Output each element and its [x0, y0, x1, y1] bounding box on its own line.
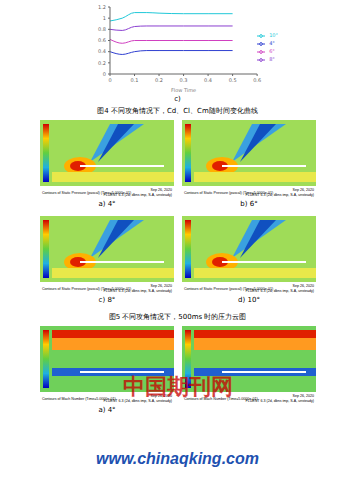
html-text:4°: 4°: [269, 40, 275, 47]
svg-text:0.1: 0.1: [131, 77, 139, 83]
html-text:c) 8°: c) 8°: [98, 296, 116, 304]
html-text:图5 不同攻角情况下，500ms 时的压力云图: 图5 不同攻角情况下，500ms 时的压力云图: [108, 313, 247, 321]
html-text:c): c): [174, 95, 181, 103]
svg-text:0.3: 0.3: [180, 77, 188, 83]
svg-text:0.6: 0.6: [253, 77, 261, 83]
svg-text:0.5: 0.5: [229, 77, 237, 83]
svg-text:Flow Time: Flow Time: [171, 87, 196, 93]
svg-text:Sep 26, 2020: Sep 26, 2020: [293, 394, 314, 398]
html-text:a) 4°: a) 4°: [98, 406, 116, 414]
svg-text:0.2: 0.2: [98, 60, 106, 66]
svg-text:Sep 26, 2020: Sep 26, 2020: [293, 284, 314, 288]
svg-text:Contours of Static Pressure (p: Contours of Static Pressure (pascal) (Ti…: [184, 191, 274, 195]
svg-text:0.6: 0.6: [98, 37, 106, 43]
svg-text:FLUENT 6.3 (2d, dbns imp, S-A,: FLUENT 6.3 (2d, dbns imp, S-A, unsteady): [246, 399, 314, 403]
svg-text:1: 1: [103, 15, 106, 21]
svg-text:Contours of Static Pressure (p: Contours of Static Pressure (pascal) (Ti…: [42, 287, 132, 291]
svg-text:Sep 26, 2020: Sep 26, 2020: [151, 284, 172, 288]
svg-text:0.8: 0.8: [98, 26, 106, 32]
svg-text:0.2: 0.2: [155, 77, 163, 83]
html-text:a) 4°: a) 4°: [98, 200, 116, 208]
svg-text:FLUENT 6.3 (2d, dbns imp, S-A,: FLUENT 6.3 (2d, dbns imp, S-A, unsteady): [246, 193, 314, 197]
svg-text:0.4: 0.4: [204, 77, 212, 83]
svg-text:Contours of Mach Number (Time=: Contours of Mach Number (Time=5.0000e-01…: [42, 397, 116, 401]
svg-text:FLUENT 6.3 (2d, dbns imp, S-A,: FLUENT 6.3 (2d, dbns imp, S-A, unsteady): [104, 193, 172, 197]
html-text:d) 10°: d) 10°: [238, 296, 260, 304]
svg-text:0: 0: [103, 71, 106, 77]
html-text:b) 6°: b) 6°: [240, 200, 258, 208]
svg-text:0.4: 0.4: [98, 48, 106, 54]
svg-text:Contours of Static Pressure (p: Contours of Static Pressure (pascal) (Ti…: [42, 191, 132, 195]
svg-text:Contours of Static Pressure (p: Contours of Static Pressure (pascal) (Ti…: [184, 287, 274, 291]
svg-text:1.2: 1.2: [98, 4, 106, 10]
svg-text:Sep 26, 2020: Sep 26, 2020: [151, 188, 172, 192]
svg-text:Sep 26, 2020: Sep 26, 2020: [293, 188, 314, 192]
html-text:www.chinaqking.com: www.chinaqking.com: [96, 450, 259, 467]
html-text:8°: 8°: [269, 56, 275, 63]
svg-text:0: 0: [108, 77, 111, 83]
html-text:6°: 6°: [269, 48, 275, 55]
svg-text:FLUENT 6.3 (2d, dbns imp, S-A,: FLUENT 6.3 (2d, dbns imp, S-A, unsteady): [246, 289, 314, 293]
html-text:图4 不同攻角情况下，Cd、Cl、Cm随时间变化曲线: 图4 不同攻角情况下，Cd、Cl、Cm随时间变化曲线: [97, 107, 258, 115]
svg-text:FLUENT 6.3 (2d, dbns imp, S-A,: FLUENT 6.3 (2d, dbns imp, S-A, unsteady): [104, 289, 172, 293]
svg-text:FLUENT 6.3 (2d, dbns imp, S-A,: FLUENT 6.3 (2d, dbns imp, S-A, unsteady): [104, 399, 172, 403]
html-text:中国期刊网: 中国期刊网: [122, 373, 233, 399]
html-text:10°: 10°: [269, 32, 278, 39]
